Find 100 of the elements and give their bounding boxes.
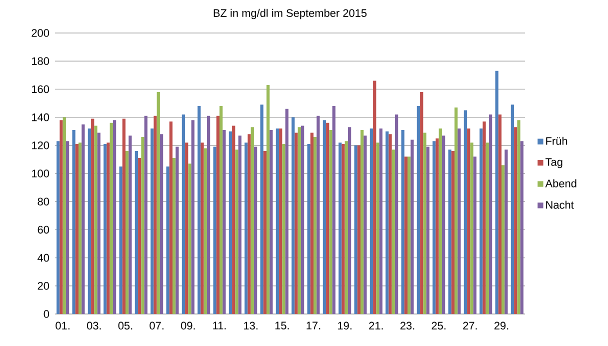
bar: [376, 142, 380, 314]
bar: [498, 114, 502, 314]
bar: [298, 127, 301, 314]
bar: [66, 141, 70, 314]
bar: [451, 151, 455, 314]
bar: [432, 141, 436, 314]
bar: [144, 116, 148, 314]
bar: [386, 131, 389, 314]
x-tick-label: 19.: [338, 322, 352, 330]
bar: [458, 128, 461, 314]
bar: [292, 117, 295, 314]
bar: [222, 130, 226, 314]
bar: [106, 142, 110, 314]
x-tick-label: 17.: [306, 322, 320, 330]
bar: [314, 136, 317, 314]
bar: [504, 150, 508, 314]
y-tick-label: 20: [38, 282, 50, 290]
bar: [188, 164, 192, 314]
bar: [426, 146, 430, 314]
y-tick-label: 60: [38, 226, 50, 234]
bar: [332, 106, 336, 314]
bar: [454, 107, 458, 314]
bar: [104, 144, 107, 314]
x-tick-label: 23.: [400, 322, 414, 330]
bar: [78, 142, 82, 314]
bar: [141, 136, 144, 314]
bar: [486, 142, 489, 314]
y-tick-label: 40: [38, 254, 50, 262]
bar: [464, 110, 468, 314]
bar: [495, 70, 498, 314]
bar: [154, 116, 157, 314]
bar: [160, 134, 164, 314]
bar: [300, 126, 304, 314]
legend-label: Tag: [546, 158, 562, 168]
y-tick-label: 100: [32, 170, 50, 178]
bar: [316, 116, 320, 314]
x-tick-label: 25.: [432, 322, 446, 330]
x-tick-label: 05.: [118, 322, 132, 330]
bar: [423, 132, 426, 314]
bar: [56, 141, 60, 314]
bar: [94, 126, 98, 314]
y-tick-label: 200: [32, 29, 50, 37]
bar: [344, 141, 348, 314]
x-tick-label: 01.: [56, 322, 70, 330]
x-tick-label: 11.: [213, 322, 226, 330]
bar: [169, 122, 173, 314]
bar: [126, 151, 129, 314]
bar: [72, 130, 76, 314]
bar: [228, 131, 232, 314]
bar: [510, 104, 514, 314]
bar: [235, 150, 238, 314]
bar: [156, 92, 160, 314]
bar: [250, 127, 254, 314]
bar: [248, 134, 251, 314]
bar: [338, 142, 342, 314]
y-tick-label: 140: [32, 113, 50, 122]
bar: [410, 140, 414, 314]
bar: [442, 136, 446, 314]
bar: [220, 106, 223, 314]
bar: [357, 145, 361, 314]
x-tick-label: 07.: [150, 322, 164, 330]
bar: [122, 118, 126, 314]
bar: [110, 122, 113, 314]
bar: [448, 150, 452, 314]
y-tick-label: 160: [32, 85, 50, 94]
bar: [348, 127, 352, 314]
bar: [244, 142, 248, 314]
bar: [266, 84, 270, 314]
bar: [373, 80, 376, 314]
bar: [270, 130, 273, 314]
bar: [150, 128, 154, 314]
x-tick-label: 13.: [244, 322, 258, 330]
bar: [282, 144, 286, 314]
bar: [279, 128, 282, 314]
legend-label: Abend: [545, 179, 576, 188]
bar: [254, 146, 258, 314]
bar: [473, 156, 476, 314]
bar: [200, 142, 204, 314]
bar: [88, 128, 92, 314]
bar: [119, 166, 122, 314]
bar: [182, 114, 186, 314]
bar: [394, 114, 398, 314]
bar: [62, 117, 66, 314]
bar: [329, 130, 332, 314]
x-tick-label: 09.: [180, 322, 195, 330]
bar: [166, 166, 170, 314]
bar: [307, 144, 310, 314]
bar: [276, 128, 280, 314]
bar: [191, 120, 194, 314]
bar: [502, 165, 505, 314]
bar: [514, 127, 518, 314]
bar: [285, 108, 288, 314]
bar: [438, 128, 442, 314]
bar: [128, 136, 132, 314]
bar: [420, 92, 424, 314]
bar: [91, 118, 94, 314]
legend-label: Früh: [546, 136, 568, 145]
bar: [470, 142, 474, 314]
bar: [176, 146, 179, 314]
bar: [216, 116, 220, 314]
